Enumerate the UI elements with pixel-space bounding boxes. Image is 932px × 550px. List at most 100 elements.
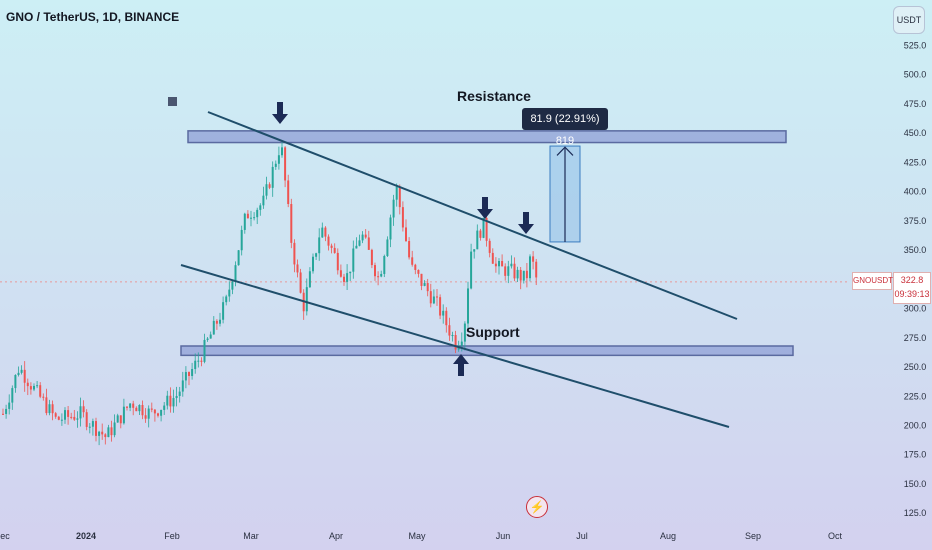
- price-tick: 300.0: [904, 304, 927, 314]
- candle-body: [491, 252, 494, 264]
- candle-body: [339, 270, 342, 277]
- price-tick: 275.0: [904, 333, 927, 343]
- candle-body: [119, 415, 122, 424]
- candle-body: [454, 335, 457, 350]
- price-tick: 200.0: [904, 421, 927, 431]
- candle-body: [262, 195, 265, 206]
- candle-body: [225, 296, 228, 303]
- price-tick: 525.0: [904, 41, 927, 51]
- candle-body: [426, 283, 429, 292]
- candle-body: [237, 250, 240, 266]
- candle-body: [64, 410, 66, 420]
- candle-body: [36, 385, 39, 387]
- candle-body: [98, 431, 101, 436]
- candle-body: [380, 273, 383, 277]
- down-arrow-icon: [272, 102, 288, 124]
- candle-body: [395, 186, 398, 200]
- candle-body: [423, 283, 426, 286]
- candle-body: [355, 245, 358, 249]
- candle-body: [498, 261, 500, 267]
- candle-body: [85, 412, 88, 427]
- candle-body: [60, 419, 63, 421]
- candle-body: [26, 382, 29, 387]
- candle-body: [463, 323, 466, 342]
- candle-body: [57, 416, 60, 420]
- candle-body: [243, 213, 246, 230]
- drawing-tool-icon[interactable]: [168, 97, 177, 106]
- candle-body: [39, 385, 42, 397]
- time-label: Oct: [828, 531, 843, 541]
- candle-body: [439, 297, 442, 316]
- candle-body: [73, 416, 76, 420]
- price-tick: 500.0: [904, 70, 927, 80]
- candle-body: [163, 405, 166, 410]
- lightning-icon[interactable]: ⚡: [526, 496, 548, 518]
- candle-body: [91, 421, 94, 427]
- candle-body: [79, 406, 82, 419]
- candle-body: [191, 369, 194, 376]
- candle-body: [8, 402, 11, 409]
- candle-body: [352, 248, 355, 272]
- candle-body: [194, 360, 197, 370]
- price-tick: 475.0: [904, 99, 927, 109]
- candle-body: [150, 408, 153, 410]
- time-label: Apr: [329, 531, 343, 541]
- time-label: Jul: [576, 531, 588, 541]
- price-tick: 425.0: [904, 157, 927, 167]
- candle-body: [107, 427, 110, 438]
- candle-body: [305, 287, 308, 312]
- candle-body: [408, 241, 411, 258]
- candle-body: [188, 372, 190, 376]
- candle-body: [212, 320, 215, 335]
- currency-button[interactable]: USDT: [893, 6, 925, 34]
- countdown: 09:39:13: [894, 289, 930, 299]
- candle-body: [451, 335, 454, 337]
- candle-body: [67, 410, 70, 417]
- candle-body: [336, 252, 339, 271]
- candle-body: [386, 239, 389, 257]
- candle-body: [383, 256, 386, 274]
- candle-body: [308, 271, 311, 288]
- candle-body: [11, 388, 14, 403]
- candle-body: [250, 217, 252, 219]
- time-label: Aug: [660, 531, 676, 541]
- measure-arrowhead: [556, 146, 574, 156]
- candle-body: [330, 245, 333, 248]
- upper-trendline: [207, 111, 738, 320]
- candle-body: [324, 227, 327, 237]
- candle-body: [23, 369, 26, 383]
- last-price: 322.8: [900, 275, 924, 285]
- candle-body: [256, 209, 259, 218]
- candle-body: [470, 251, 473, 289]
- candle-body: [296, 264, 299, 273]
- down-arrow-icon: [518, 212, 534, 234]
- candle-body: [228, 289, 231, 297]
- candle-body: [126, 406, 128, 408]
- measure-readout: 81.9 (22.91%) 819: [522, 108, 608, 147]
- candle-body: [318, 237, 321, 254]
- candle-body: [405, 227, 407, 242]
- candle-body: [535, 261, 538, 278]
- candle-body: [429, 291, 432, 304]
- candle-body: [343, 276, 345, 282]
- time-label: ec: [0, 531, 10, 541]
- lower-trendline: [180, 264, 730, 428]
- candle-body: [274, 163, 277, 167]
- candle-body: [293, 242, 296, 265]
- candle-body: [522, 270, 525, 281]
- time-label: 2024: [76, 531, 96, 541]
- candle-body: [364, 234, 367, 238]
- candle-body: [147, 408, 150, 419]
- candle-body: [389, 217, 392, 240]
- candle-body: [442, 310, 445, 316]
- candle-body: [532, 256, 535, 262]
- candle-body: [277, 155, 280, 164]
- candle-body: [361, 234, 364, 241]
- candle-body: [398, 186, 401, 208]
- candle-body: [113, 422, 116, 436]
- candle-body: [82, 406, 85, 413]
- candle-body: [488, 240, 491, 253]
- candle-body: [169, 395, 172, 407]
